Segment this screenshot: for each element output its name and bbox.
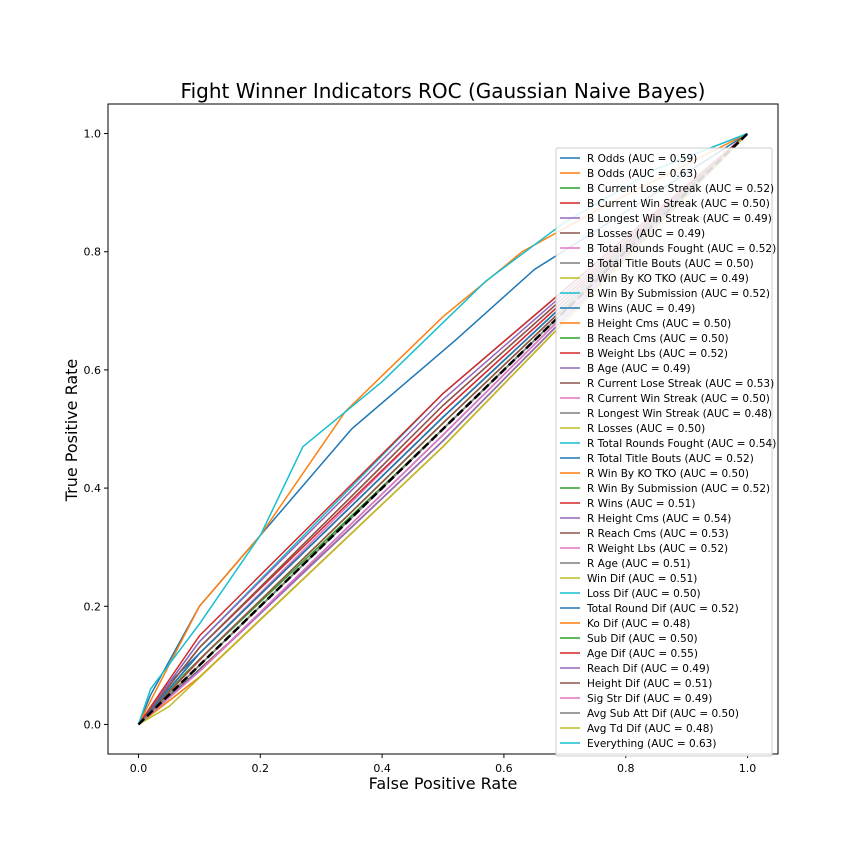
legend-entry: R Reach Cms (AUC = 0.53) — [587, 528, 729, 540]
legend-entry: R Age (AUC = 0.51) — [587, 558, 691, 570]
legend-entry: B Total Rounds Fought (AUC = 0.52) — [587, 243, 776, 255]
plot-frame — [107, 103, 779, 755]
legend-box — [555, 147, 773, 757]
x-tick-label: 1.0 — [739, 762, 757, 775]
x-axis-ticks: 0.0 0.2 0.4 0.6 0.8 1.0 — [130, 754, 757, 775]
x-tick-label: 0.0 — [130, 762, 148, 775]
legend-entry: R Total Title Bouts (AUC = 0.52) — [587, 453, 754, 465]
legend-entry: R Win By KO TKO (AUC = 0.50) — [587, 468, 749, 480]
legend-entry: Sig Str Dif (AUC = 0.49) — [587, 693, 712, 705]
legend-entry: Age Dif (AUC = 0.55) — [587, 648, 698, 660]
chance-reference-line — [137, 132, 749, 726]
legend-entry: B Current Win Streak (AUC = 0.50) — [587, 198, 770, 210]
legend-entry: Loss Dif (AUC = 0.50) — [587, 588, 701, 600]
y-axis-ticks: 0.0 0.2 0.4 0.6 0.8 1.0 — [84, 128, 108, 731]
y-tick-label: 0.0 — [84, 718, 102, 731]
legend-entry: Everything (AUC = 0.63) — [587, 738, 716, 750]
legend-entry: R Win By Submission (AUC = 0.52) — [587, 483, 770, 495]
x-tick-label: 0.6 — [495, 762, 513, 775]
x-tick-label: 0.4 — [373, 762, 391, 775]
y-tick-label: 0.2 — [84, 600, 102, 613]
chart-title: Fight Winner Indicators ROC (Gaussian Na… — [181, 79, 706, 103]
legend-entry: Sub Dif (AUC = 0.50) — [587, 633, 698, 645]
legend-entry: Total Round Dif (AUC = 0.52) — [586, 603, 739, 615]
legend-entry: R Odds (AUC = 0.59) — [587, 153, 697, 165]
legend-entry: Avg Td Dif (AUC = 0.48) — [587, 723, 713, 735]
legend-entry: R Height Cms (AUC = 0.54) — [587, 513, 731, 525]
legend-entry: Height Dif (AUC = 0.51) — [587, 678, 712, 690]
legend: R Odds (AUC = 0.59) B Odds (AUC = 0.63) B … — [555, 147, 776, 757]
x-tick-label: 0.2 — [252, 762, 270, 775]
legend-entry: B Longest Win Streak (AUC = 0.49) — [587, 213, 772, 225]
legend-entry: Ko Dif (AUC = 0.48) — [587, 618, 690, 630]
legend-entry: R Total Rounds Fought (AUC = 0.54) — [587, 438, 776, 450]
legend-entry: B Weight Lbs (AUC = 0.52) — [587, 348, 728, 360]
legend-entry: Avg Sub Att Dif (AUC = 0.50) — [587, 708, 739, 720]
legend-entry: R Losses (AUC = 0.50) — [587, 423, 705, 435]
legend-entry: R Current Lose Streak (AUC = 0.53) — [587, 378, 774, 390]
y-tick-label: 0.6 — [84, 364, 102, 377]
legend-entry: B Win By KO TKO (AUC = 0.49) — [587, 273, 749, 285]
y-tick-label: 0.8 — [84, 246, 102, 259]
legend-entry: B Age (AUC = 0.49) — [587, 363, 690, 375]
legend-entry: B Odds (AUC = 0.63) — [587, 168, 697, 180]
legend-entry: B Total Title Bouts (AUC = 0.50) — [587, 258, 754, 270]
legend-entry: B Height Cms (AUC = 0.50) — [587, 318, 731, 330]
legend-entry: B Wins (AUC = 0.49) — [587, 303, 695, 315]
x-axis-label: False Positive Rate — [369, 774, 518, 793]
legend-entry: R Longest Win Streak (AUC = 0.48) — [587, 408, 772, 420]
y-tick-label: 1.0 — [84, 128, 102, 141]
legend-entry: B Current Lose Streak (AUC = 0.52) — [587, 183, 774, 195]
y-tick-label: 0.4 — [84, 482, 102, 495]
legend-entry: R Current Win Streak (AUC = 0.50) — [587, 393, 770, 405]
y-axis-label: True Positive Rate — [62, 359, 81, 503]
legend-entry: Win Dif (AUC = 0.51) — [587, 573, 697, 585]
legend-entry: Reach Dif (AUC = 0.49) — [587, 663, 710, 675]
legend-entry: R Wins (AUC = 0.51) — [587, 498, 695, 510]
x-tick-label: 0.8 — [617, 762, 635, 775]
legend-entry: B Reach Cms (AUC = 0.50) — [587, 333, 729, 345]
legend-entry: R Weight Lbs (AUC = 0.52) — [587, 543, 728, 555]
legend-entry: B Win By Submission (AUC = 0.52) — [587, 288, 770, 300]
legend-entry: B Losses (AUC = 0.49) — [587, 228, 705, 240]
